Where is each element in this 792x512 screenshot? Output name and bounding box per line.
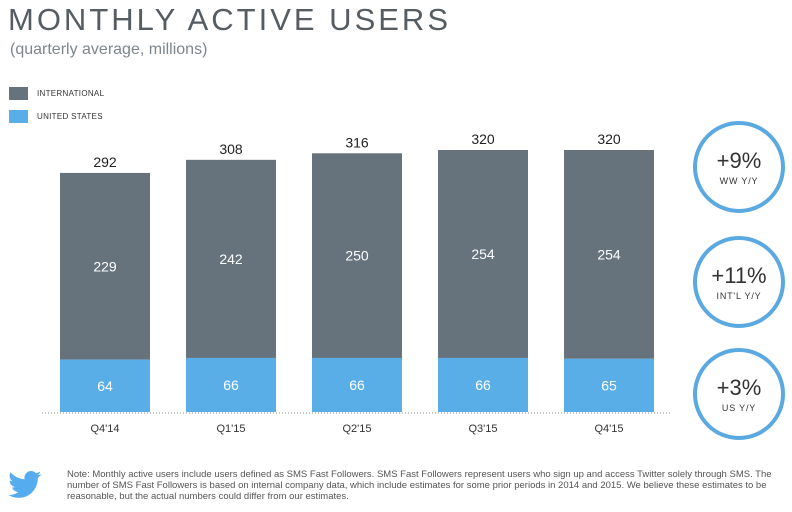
legend-swatch-united-states xyxy=(9,109,28,123)
growth-badge-us: +3% US Y/Y xyxy=(693,348,785,440)
growth-label-us: US Y/Y xyxy=(721,402,757,413)
data-label-total: 320 xyxy=(597,131,621,147)
bar-international xyxy=(438,150,528,358)
bar-united-states xyxy=(186,357,276,412)
data-label-united-states: 65 xyxy=(601,377,617,393)
growth-badge-ww: +9% WW Y/Y xyxy=(693,121,785,213)
data-label-total: 316 xyxy=(345,134,369,150)
legend-swatch-international xyxy=(9,86,28,100)
bar-united-states xyxy=(564,358,654,412)
footnote: Note: Monthly active users include users… xyxy=(67,469,772,502)
bar-united-states xyxy=(312,357,402,412)
legend-label-international: INTERNATIONAL xyxy=(37,88,105,98)
data-label-united-states: 66 xyxy=(349,377,365,393)
growth-badge-intl: +11% INT'L Y/Y xyxy=(693,236,785,328)
x-tick-label: Q4'15 xyxy=(594,423,623,435)
data-label-international: 250 xyxy=(345,248,369,264)
growth-label-ww: WW Y/Y xyxy=(719,175,759,186)
data-label-united-states: 66 xyxy=(475,377,491,393)
growth-label-intl: INT'L Y/Y xyxy=(716,290,762,301)
x-tick-label: Q2'15 xyxy=(342,423,371,435)
data-label-united-states: 66 xyxy=(223,377,239,393)
data-label-international: 254 xyxy=(597,246,621,262)
data-label-total: 320 xyxy=(471,131,495,147)
x-tick-label: Q3'15 xyxy=(468,423,497,435)
data-label-international: 229 xyxy=(93,258,117,274)
twitter-bird-icon xyxy=(8,471,42,498)
bar-united-states xyxy=(438,357,528,412)
legend-label-united-states: UNITED STATES xyxy=(37,111,103,121)
chart-title: MONTHLY ACTIVE USERS xyxy=(8,2,451,37)
growth-value-ww: +9% xyxy=(716,147,762,173)
data-label-united-states: 64 xyxy=(97,378,113,394)
chart-subtitle: (quarterly average, millions) xyxy=(10,41,208,58)
bar-international xyxy=(60,172,150,360)
x-tick-label: Q1'15 xyxy=(216,423,245,435)
legend: INTERNATIONAL UNITED STATES xyxy=(9,86,104,132)
data-label-international: 242 xyxy=(219,251,243,267)
bar-chart: 229 64 292 Q4'14 242 66 308 Q1'15 250 66 316 Q2'15 2… xyxy=(42,131,672,435)
bar-united-states xyxy=(60,359,150,412)
data-label-international: 254 xyxy=(471,246,495,262)
data-label-total: 308 xyxy=(219,141,243,157)
bar-international xyxy=(564,150,654,359)
data-label-total: 292 xyxy=(93,154,117,170)
growth-value-intl: +11% xyxy=(711,262,767,288)
growth-value-us: +3% xyxy=(716,374,762,400)
legend-item-united-states: UNITED STATES xyxy=(9,109,104,123)
legend-item-international: INTERNATIONAL xyxy=(9,86,104,100)
bar-international xyxy=(312,153,402,358)
x-tick-label: Q4'14 xyxy=(90,423,119,435)
bar-international xyxy=(186,159,276,358)
